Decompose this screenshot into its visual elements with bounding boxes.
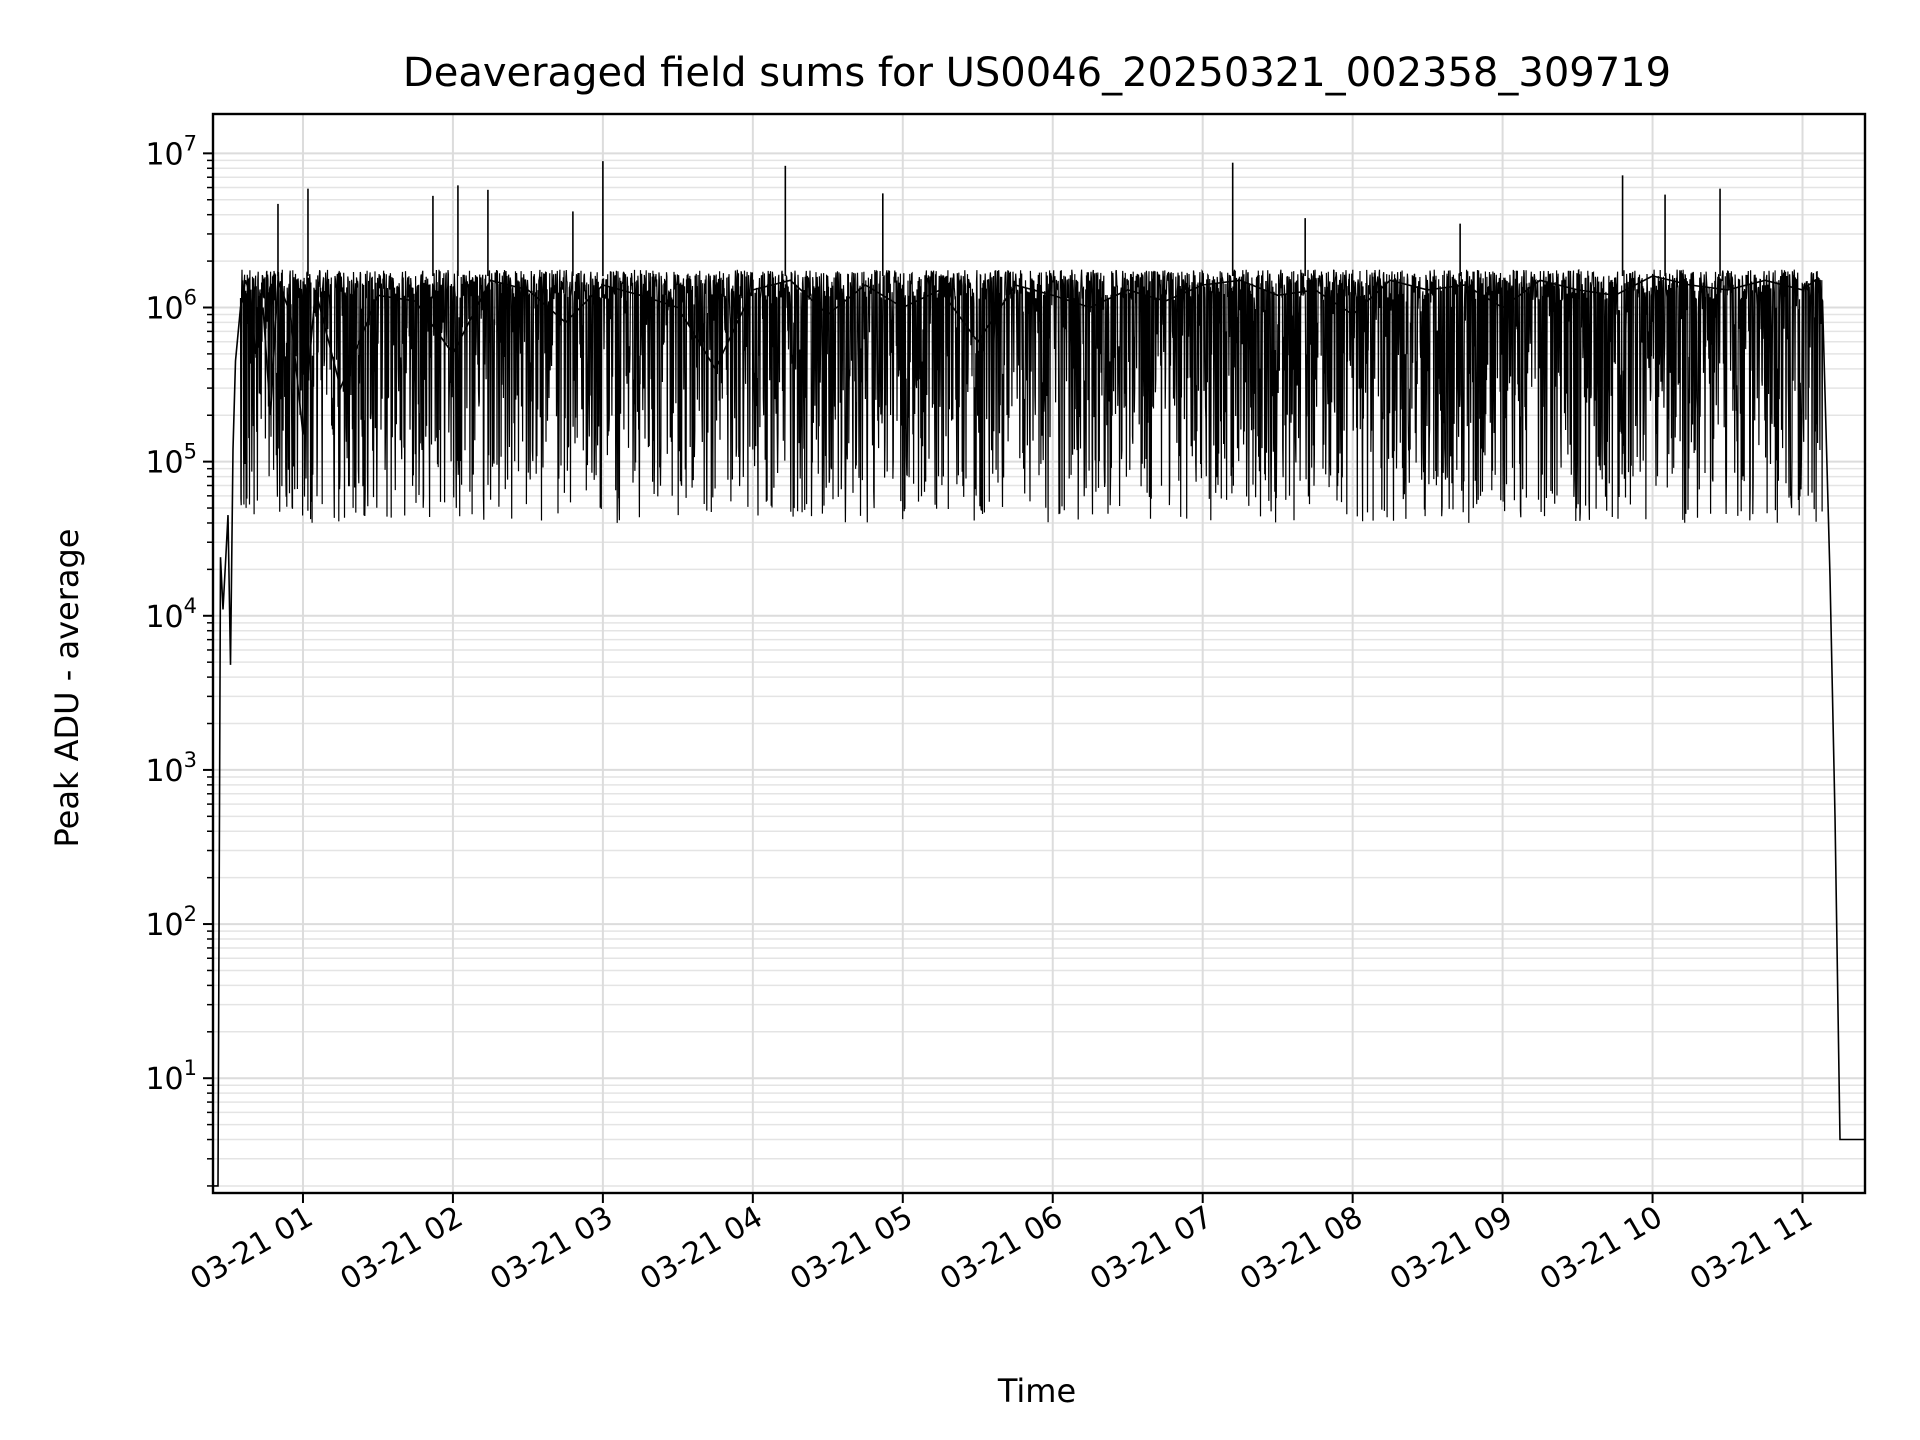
- series-band-line: [239, 269, 1824, 523]
- y-tick-label: 106: [145, 285, 197, 326]
- x-axis-label: Time: [997, 1372, 1076, 1410]
- x-tick-label: 03-21 03: [485, 1200, 619, 1298]
- x-tick-label: 03-21 11: [1684, 1200, 1818, 1298]
- x-tick-label: 03-21 10: [1534, 1200, 1668, 1298]
- y-tick-label: 103: [145, 748, 197, 789]
- y-tick-label: 107: [145, 131, 197, 172]
- x-tick-label: 03-21 08: [1234, 1200, 1368, 1298]
- series-line: [213, 275, 1865, 1187]
- plot-area: [213, 161, 1865, 1187]
- chart-title: Deaveraged field sums for US0046_2025032…: [403, 50, 1671, 96]
- x-tick-label: 03-21 04: [635, 1200, 769, 1298]
- plot-frame: [211, 112, 1867, 1195]
- x-tick-label: 03-21 01: [185, 1200, 319, 1298]
- y-tick-label: 104: [145, 594, 197, 635]
- x-tick-label: 03-21 06: [934, 1200, 1068, 1298]
- x-tick-label: 03-21 07: [1084, 1200, 1218, 1298]
- y-tick-label: 105: [145, 440, 197, 481]
- y-tick-label: 101: [145, 1056, 197, 1097]
- x-tick-label: 03-21 09: [1384, 1200, 1518, 1298]
- x-tick-label: 03-21 05: [784, 1200, 918, 1298]
- y-axis-label: Peak ADU - average: [48, 529, 86, 848]
- x-tick-label: 03-21 02: [335, 1200, 469, 1298]
- y-tick-label: 102: [145, 902, 197, 943]
